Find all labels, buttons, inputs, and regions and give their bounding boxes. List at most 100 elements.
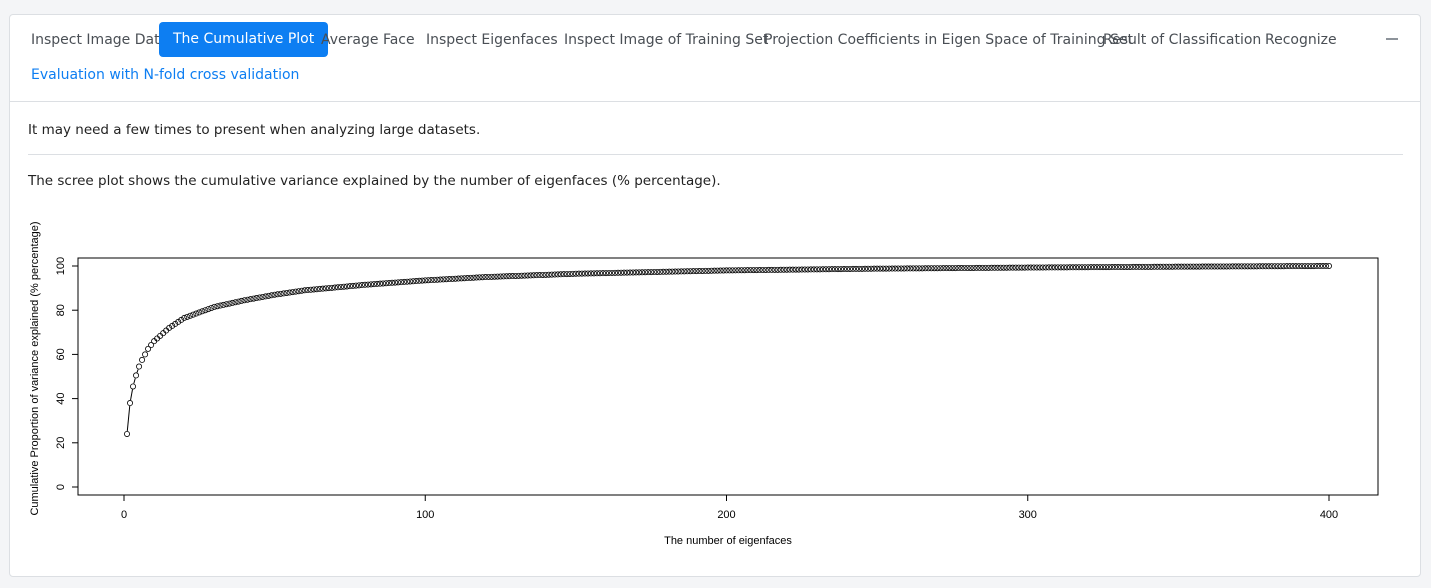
data-point [1205, 263, 1212, 270]
data-point [970, 264, 977, 271]
data-point [741, 267, 748, 274]
tab-result-classification[interactable]: Result of Classification [1103, 32, 1262, 48]
data-point [654, 268, 661, 275]
data-point [557, 271, 564, 278]
data-point [1057, 264, 1064, 271]
data-point [1277, 263, 1284, 270]
data-point [822, 266, 829, 273]
series-line-segment [126, 405, 131, 432]
tab-inspect-eigenfaces[interactable]: Inspect Eigenfaces [426, 32, 558, 48]
data-point [1220, 263, 1227, 270]
data-point [560, 271, 567, 278]
data-point [1066, 264, 1073, 271]
data-point [214, 303, 221, 310]
data-point [1030, 264, 1037, 271]
main-card: Inspect Image Data The Cumulative Plot A… [9, 14, 1421, 577]
data-point [1106, 264, 1113, 271]
data-point [217, 302, 224, 309]
data-point [789, 266, 796, 273]
data-point [922, 265, 929, 272]
data-point [913, 265, 920, 272]
data-point [229, 299, 236, 306]
data-point [515, 272, 522, 279]
data-point [648, 269, 655, 276]
data-point [1262, 263, 1269, 270]
data-point [1316, 263, 1323, 270]
data-point [551, 271, 558, 278]
data-point [919, 265, 926, 272]
data-point [699, 267, 706, 274]
data-point [458, 275, 465, 282]
data-point [226, 300, 233, 307]
data-point [850, 265, 857, 272]
data-point [301, 287, 308, 294]
series-line-segment [136, 369, 139, 373]
data-point [497, 273, 504, 280]
data-point [358, 282, 365, 289]
data-point [834, 266, 841, 273]
data-point [250, 295, 257, 302]
data-point [383, 280, 390, 287]
data-point [1100, 264, 1107, 271]
data-point [295, 288, 302, 295]
data-point [1160, 263, 1167, 270]
data-point [422, 277, 429, 284]
data-point [720, 267, 727, 274]
data-point [365, 281, 372, 288]
data-point [991, 264, 998, 271]
data-point [687, 268, 694, 275]
data-point [476, 274, 483, 281]
collapse-button[interactable] [1378, 27, 1406, 51]
tab-n-fold-cross-validation[interactable]: Evaluation with N-fold cross validation [31, 67, 300, 83]
data-point [783, 266, 790, 273]
data-point [563, 271, 570, 278]
tab-projection-coefficients[interactable]: Projection Coefficients in Eigen Space o… [764, 32, 1133, 48]
data-point [368, 281, 375, 288]
data-point [988, 264, 995, 271]
data-point [340, 283, 347, 290]
divider [28, 154, 1403, 155]
data-point [452, 275, 459, 282]
data-point [512, 272, 519, 279]
data-point [1322, 263, 1329, 270]
data-point [819, 266, 826, 273]
tab-recognize[interactable]: Recognize [1265, 32, 1337, 48]
data-point [1298, 263, 1305, 270]
data-point [235, 298, 242, 305]
data-point [1124, 263, 1131, 270]
data-point [997, 264, 1004, 271]
data-point [744, 267, 751, 274]
tab-inspect-image-training-set[interactable]: Inspect Image of Training Set [564, 32, 769, 48]
data-point [934, 265, 941, 272]
data-point [630, 269, 637, 276]
data-point [494, 273, 501, 280]
tab-average-face[interactable]: Average Face [321, 32, 415, 48]
data-point [566, 270, 573, 277]
tab-cumulative-plot[interactable]: The Cumulative Plot [159, 22, 329, 57]
data-point [952, 265, 959, 272]
data-point [1069, 264, 1076, 271]
data-point [374, 280, 381, 287]
data-point [958, 265, 965, 272]
data-point [844, 266, 851, 273]
data-point [1130, 263, 1137, 270]
data-point [771, 266, 778, 273]
data-point [669, 268, 676, 275]
data-point [756, 267, 763, 274]
data-point [726, 267, 733, 274]
data-point [449, 275, 456, 282]
data-point [753, 267, 760, 274]
data-point [1121, 263, 1128, 270]
data-point [425, 277, 432, 284]
data-point [1295, 263, 1302, 270]
data-point [127, 400, 134, 407]
data-point [286, 289, 293, 296]
data-point [1301, 263, 1308, 270]
data-point [355, 282, 362, 289]
data-point [1199, 263, 1206, 270]
x-tick-label: 0 [121, 509, 127, 521]
data-point [1226, 263, 1233, 270]
data-point [627, 269, 634, 276]
data-point [464, 275, 471, 282]
tab-inspect-image-data[interactable]: Inspect Image Data [31, 32, 169, 48]
